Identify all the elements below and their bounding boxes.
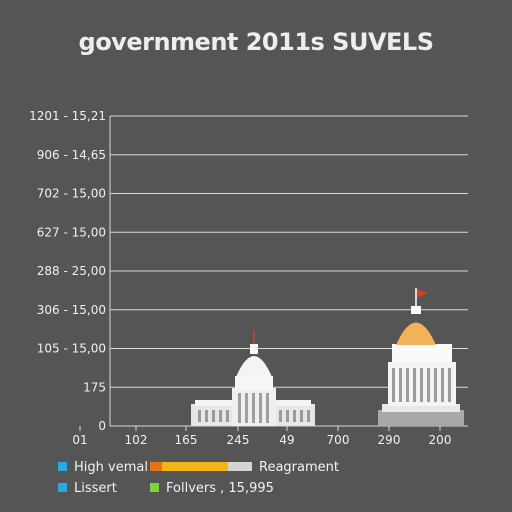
legend-swatch-follvers (150, 483, 159, 492)
y-tick-label: 702 - 15,00 (37, 187, 106, 201)
grid-lines (109, 115, 468, 427)
legend-label-high-vemal: High vemal (74, 460, 148, 475)
y-tick-label: 288 - 25,00 (37, 264, 106, 278)
legend-label-follvers: Follvers , 15,995 (166, 481, 274, 496)
x-tick-label: 165 (175, 433, 198, 447)
right-capitol-illustration (378, 288, 464, 426)
y-tick-label: 627 - 15,00 (37, 225, 106, 239)
y-tick-label: 0 (98, 419, 106, 433)
x-tick-label: 01 (72, 433, 87, 447)
legend: High vemal Reagrament Lissert Follvers ,… (58, 460, 339, 496)
legend-label-lissert: Lissert (74, 481, 117, 496)
x-tick-label: 290 (378, 433, 401, 447)
x-tick-label: 245 (227, 433, 250, 447)
x-tick-label: 200 (429, 433, 452, 447)
legend-swatch-lissert (58, 483, 67, 492)
y-tick-label: 306 - 15,00 (37, 303, 106, 317)
y-tick-label: 175 (83, 380, 106, 394)
y-axis-ticks: 0 175 105 - 15,00 306 - 15,00 288 - 25,00 627… (29, 109, 106, 433)
legend-swatch-high-vemal (58, 462, 67, 471)
x-tick-label: 102 (125, 433, 148, 447)
x-axis-ticks: 01 102 165 245 49 700 290 200 (72, 426, 451, 447)
x-tick-label: 700 (327, 433, 350, 447)
left-capitol-illustration (191, 330, 315, 426)
y-tick-label: 906 - 14,65 (37, 148, 106, 162)
x-tick-label: 49 (279, 433, 294, 447)
chart-title: government 2011s SUVELS (78, 28, 434, 56)
y-tick-label: 1201 - 15,21 (29, 109, 106, 123)
legend-label-reagrament: Reagrament (259, 460, 339, 475)
y-tick-label: 105 - 15,00 (37, 342, 106, 356)
